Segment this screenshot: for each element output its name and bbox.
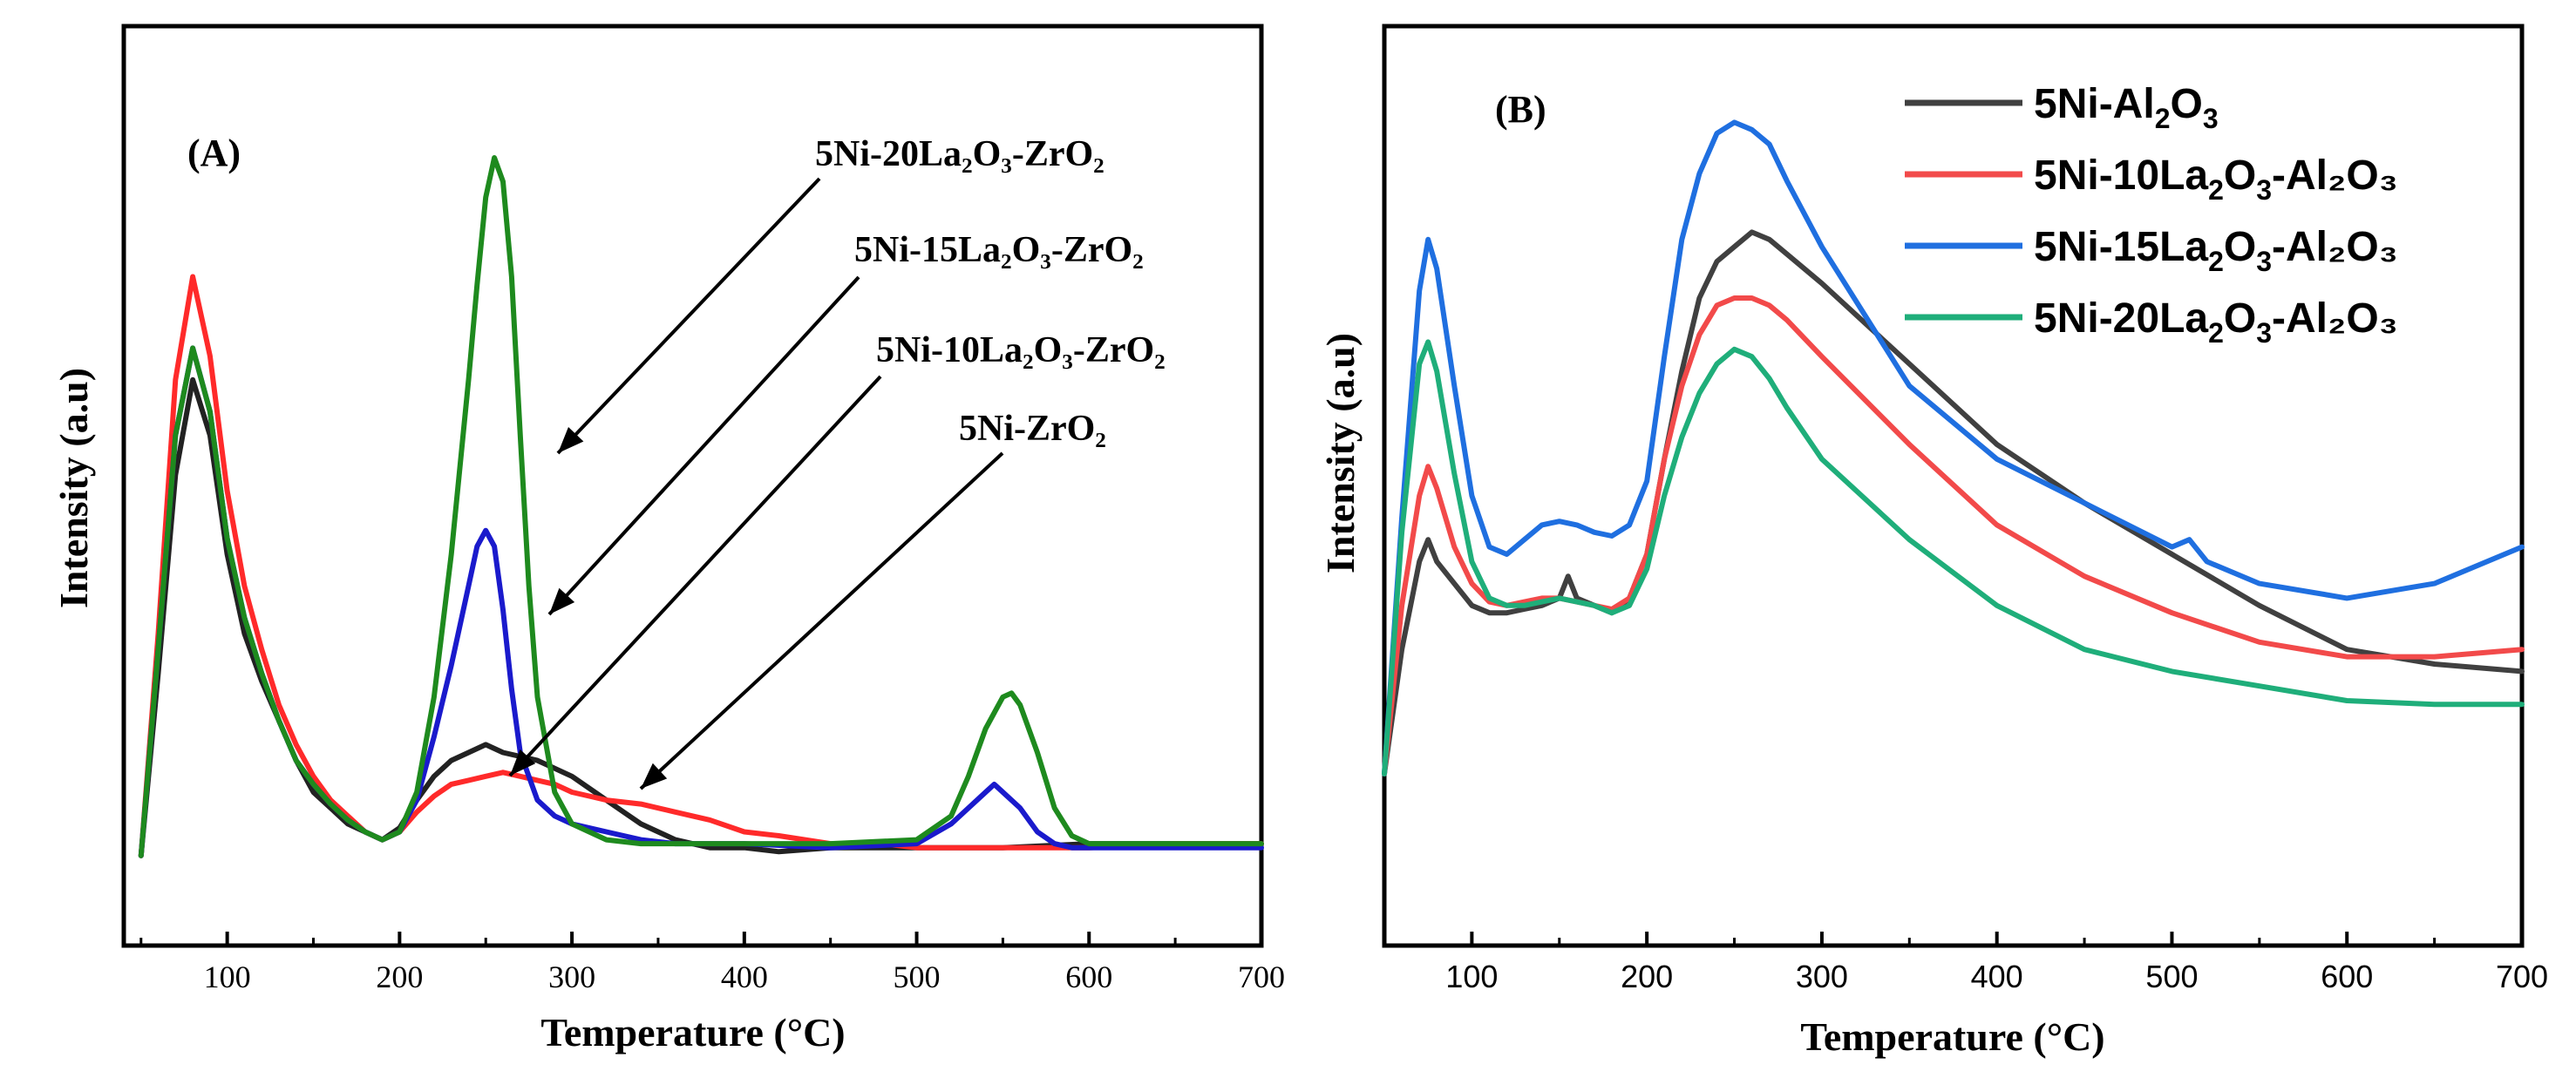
panel-b: 100 200 300 400 500 600 700 (B) Temperature (°… [1318,24,2548,1059]
x-tick-label: 500 [2145,959,2198,994]
panel-a-label: (A) [187,132,241,174]
series-line-5ni-10la2o3-al2o3 [1382,295,2525,776]
x-tick-label: 300 [548,960,595,994]
annotation-arrow-line [508,375,882,777]
x-tick-label: 700 [2496,959,2548,994]
panel-b-legend: 5Ni-Al2O3 5Ni-10La2O3-Al₂O₃ 5Ni-15La2O3-Al… [1905,81,2398,349]
annotation-arrow-head [549,587,575,614]
panel-b-frame [1382,24,2525,948]
legend-label: 5Ni-15La2O3-Al₂O₃ [2034,224,2398,277]
x-tick-label: 400 [721,960,768,994]
legend-label: 5Ni-10La2O3-Al₂O₃ [2034,153,2398,206]
series-line-5ni-20la2o3-zro2 [138,155,1264,858]
panel-b-series [1382,119,2525,776]
x-tick-label: 400 [1971,959,2023,994]
panel-b-label: (B) [1495,88,1546,131]
x-tick-label: 200 [1621,959,1673,994]
annotation-15la-zro2: 5Ni-15La₂O₃-ZrO₂ [854,230,1144,270]
annotation-arrow-head [558,427,584,453]
panel-a-frame [121,24,1264,948]
panel-a-x-axis-title: Temperature (°C) [540,1010,845,1054]
legend-label: 5Ni-20La2O3-Al₂O₃ [2034,295,2398,349]
annotation-arrow-line [547,275,860,616]
x-tick-label: 700 [1238,960,1285,994]
annotation-arrow-head [641,763,668,789]
series-line-5ni-zro2 [138,376,1264,858]
series-line-5ni-20la2o3-al2o3 [1382,339,2525,776]
x-tick-label: 300 [1796,959,1848,994]
x-tick-label: 600 [2321,959,2373,994]
annotation-arrow-line [556,177,821,455]
annotation-20la-zro2: 5Ni-20La₂O₃-ZrO₂ [815,134,1104,174]
annotation-arrow-head [510,749,536,776]
x-tick-label: 200 [376,960,423,994]
annotation-ni-zro2: 5Ni-ZrO₂ [959,409,1106,449]
panel-a-series [138,155,1264,858]
panel-a-arrows [508,177,1004,790]
annotation-arrow-line [639,451,1004,790]
x-tick-label: 600 [1065,960,1112,994]
panel-b-x-ticks: 100 200 300 400 500 600 700 [1383,932,2548,994]
series-line-5ni-10la2o3-zro2 [138,274,1264,858]
panel-a-y-axis-title: Intensity (a.u) [51,368,96,608]
x-tick-label: 500 [894,960,941,994]
series-line-5ni-15la2o3-al2o3 [1382,119,2525,776]
panel-b-y-axis-title: Intensity (a.u) [1318,333,1363,573]
panel-a-x-ticks: 100 200 300 400 500 600 700 [139,932,1285,994]
panel-a: 100 200 300 400 500 600 700 (A) Temperature (°… [51,24,1285,1054]
annotation-10la-zro2: 5Ni-10La₂O₃-ZrO₂ [876,330,1166,370]
panel-b-x-axis-title: Temperature (°C) [1800,1014,2104,1059]
x-tick-label: 100 [204,960,251,994]
x-tick-label: 100 [1445,959,1498,994]
legend-label: 5Ni-Al2O3 [2034,81,2219,134]
